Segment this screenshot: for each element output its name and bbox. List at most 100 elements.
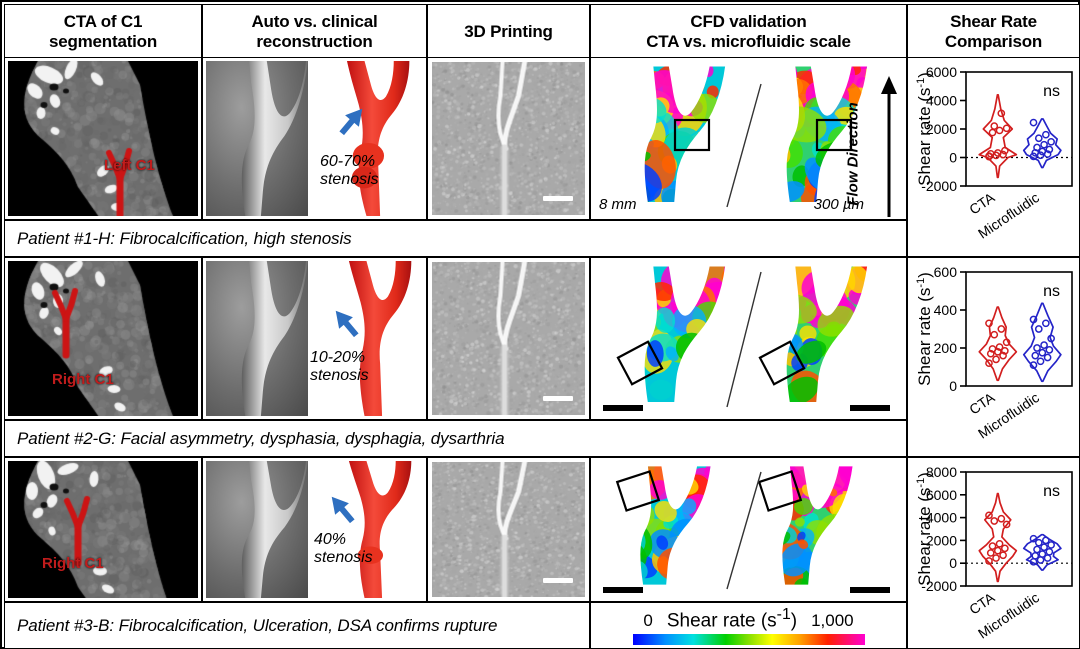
column-header-line: Auto vs. clinical bbox=[251, 12, 377, 31]
column-header-text-cfd: CFD validationCTA vs. microfluidic scale bbox=[646, 12, 851, 50]
significance-label: ns bbox=[1043, 283, 1060, 300]
column-header-line: Shear Rate bbox=[945, 12, 1042, 31]
cta-scan-image bbox=[8, 461, 198, 598]
column-header-cta: CTA of C1segmentation bbox=[4, 4, 202, 59]
reconstruction-wrapper: 10-20%stenosis bbox=[206, 261, 423, 416]
patient-caption-row3: Patient #3-B: Fibrocalcification, Ulcera… bbox=[4, 602, 590, 649]
violin-chart-container: 0200400600CTAMicrofluidicnsShear rate (s… bbox=[910, 260, 1077, 454]
cta-cell-row3: Right C1 bbox=[4, 457, 202, 602]
cfd-image-container bbox=[593, 460, 904, 599]
cfd-vessel bbox=[727, 260, 898, 417]
column-header-line: CFD validation bbox=[646, 12, 851, 31]
stenosis-word: stenosis bbox=[314, 549, 373, 567]
stenosis-percentage: 60-70% bbox=[320, 153, 379, 171]
y-axis-title: Shear rate (s-1) bbox=[915, 472, 934, 586]
reconstruction-cell-row1: 60-70%stenosis bbox=[202, 57, 427, 220]
x-axis-label: CTA bbox=[966, 589, 998, 618]
column-header-line: Comparison bbox=[945, 32, 1042, 51]
cta-vessel-label: Left C1 bbox=[104, 157, 155, 174]
y-tick-label: 400 bbox=[934, 302, 958, 318]
microfluidic-channel-image bbox=[432, 62, 585, 215]
column-header-shear: Shear RateComparison bbox=[907, 4, 1080, 59]
violin-chart: -20000200040006000CTAMicrofluidicnsShear… bbox=[910, 60, 1080, 248]
stenosis-annotation: 40%stenosis bbox=[314, 531, 373, 568]
colorbar-labels: 0Shear rate (s-1)1,000 bbox=[591, 606, 906, 632]
stenosis-percentage: 10-20% bbox=[310, 349, 369, 367]
cfd-scale-bar-left bbox=[603, 405, 643, 411]
column-header-line: CTA of C1 bbox=[49, 12, 157, 31]
stenosis-annotation: 10-20%stenosis bbox=[310, 349, 369, 386]
y-axis-title-text: Shear rate (s-1) bbox=[915, 472, 934, 586]
cfd-cell-row2 bbox=[590, 257, 907, 420]
patient-caption-row2: Patient #2-G: Facial asymmetry, dysphasi… bbox=[4, 420, 907, 457]
column-header-line: 3D Printing bbox=[464, 22, 552, 41]
microfluidic-channel-image bbox=[432, 462, 585, 597]
colorbar-title-exponent: -1 bbox=[777, 606, 791, 623]
y-tick-label: 0 bbox=[949, 555, 957, 571]
stenosis-arrow-icon bbox=[322, 489, 362, 534]
panel-divider bbox=[727, 84, 761, 207]
cfd-scale-bar-right bbox=[850, 405, 890, 411]
auto-reconstruction-image: 60-70%stenosis bbox=[308, 61, 423, 216]
figure-panel: CTA of C1segmentation Auto vs. clinicalre… bbox=[0, 0, 1080, 649]
cta-scan-image bbox=[8, 261, 198, 416]
column-header-auto: Auto vs. clinicalreconstruction bbox=[202, 4, 427, 59]
printing-cell-row2 bbox=[427, 257, 590, 420]
printing-cell-row1 bbox=[427, 57, 590, 220]
violin-chart: -200002000400060008000CTAMicrofluidicnsS… bbox=[910, 460, 1080, 648]
cfd-scale-bar-right bbox=[850, 587, 890, 593]
x-axis-label: CTA bbox=[966, 189, 998, 218]
patient-caption-text: Patient #3-B: Fibrocalcification, Ulcera… bbox=[17, 616, 497, 636]
reconstruction-wrapper: 40%stenosis bbox=[206, 461, 423, 598]
cta-vessel-label: Right C1 bbox=[42, 555, 104, 572]
column-header-line: CTA vs. microfluidic scale bbox=[646, 32, 851, 51]
shear-chart-cell-row2: 0200400600CTAMicrofluidicnsShear rate (s… bbox=[907, 257, 1080, 457]
colorbar-title-main: Shear rate (s bbox=[667, 610, 777, 631]
y-axis-title-text: Shear rate (s-1) bbox=[915, 72, 934, 186]
scale-bar bbox=[543, 578, 573, 583]
y-tick-label: 600 bbox=[934, 264, 958, 280]
cfd-scale-cta-label: 8 mm bbox=[599, 196, 637, 213]
violin-chart: 0200400600CTAMicrofluidicnsShear rate (s… bbox=[910, 260, 1080, 448]
y-tick-label: 0 bbox=[949, 378, 957, 394]
x-axis-label: CTA bbox=[966, 389, 998, 418]
significance-label: ns bbox=[1043, 83, 1060, 100]
stenosis-annotation: 60-70%stenosis bbox=[320, 153, 379, 190]
cta-image-container: Right C1 bbox=[8, 261, 198, 416]
y-tick-label: 0 bbox=[949, 150, 957, 166]
cfd-render bbox=[593, 260, 904, 417]
scale-bar bbox=[543, 196, 573, 201]
colorbar-legend: 0Shear rate (s-1)1,000 bbox=[590, 602, 907, 649]
flow-direction-label: Flow Direction bbox=[845, 102, 862, 205]
clinical-reconstruction-image bbox=[206, 261, 308, 416]
reconstruction-cell-row2: 10-20%stenosis bbox=[202, 257, 427, 420]
panel-divider bbox=[727, 472, 761, 589]
flow-direction-arrow-icon bbox=[867, 74, 901, 217]
column-header-line: segmentation bbox=[49, 32, 157, 51]
clinical-reconstruction-image bbox=[206, 61, 308, 216]
cfd-scale-bar-left bbox=[603, 587, 643, 593]
microfluidic-channel-image bbox=[432, 262, 585, 415]
column-header-text-cta: CTA of C1segmentation bbox=[49, 12, 157, 50]
printing-image-container bbox=[432, 262, 585, 415]
cta-image-container: Left C1 bbox=[8, 61, 198, 216]
patient-caption-text: Patient #1-H: Fibrocalcification, high s… bbox=[17, 229, 352, 249]
column-header-line: reconstruction bbox=[251, 32, 377, 51]
stenosis-arrow-icon bbox=[332, 101, 372, 146]
shear-chart-cell-row3: -200002000400060008000CTAMicrofluidicnsS… bbox=[907, 457, 1080, 649]
column-header-text-print: 3D Printing bbox=[464, 22, 552, 41]
reconstruction-cell-row3: 40%stenosis bbox=[202, 457, 427, 602]
printing-cell-row3 bbox=[427, 457, 590, 602]
cta-cell-row2: Right C1 bbox=[4, 257, 202, 420]
cfd-image-container bbox=[593, 260, 904, 417]
cta-scan-image bbox=[8, 61, 198, 216]
patient-caption-row1: Patient #1-H: Fibrocalcification, high s… bbox=[4, 220, 907, 257]
clinical-reconstruction-image bbox=[206, 461, 308, 598]
significance-label: ns bbox=[1043, 483, 1060, 500]
cfd-vessel bbox=[593, 260, 760, 417]
stenosis-word: stenosis bbox=[320, 171, 379, 189]
cfd-cell-row1: 8 mm300 µmFlow Direction bbox=[590, 57, 907, 220]
stenosis-arrow-icon bbox=[326, 303, 366, 348]
y-tick-label: 200 bbox=[934, 340, 958, 356]
patient-caption-text: Patient #2-G: Facial asymmetry, dysphasi… bbox=[17, 429, 504, 449]
